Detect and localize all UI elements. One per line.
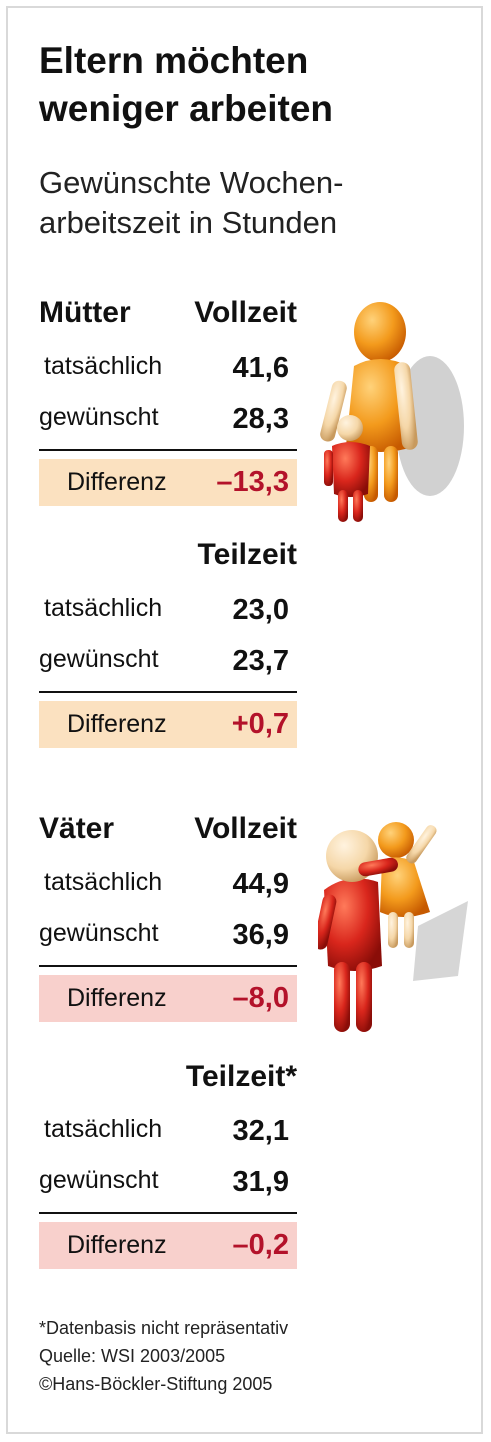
sum-rule (39, 965, 297, 967)
mother-and-child-figure-icon (320, 302, 464, 522)
difference-bar-fathers-fulltime: Differenz –8,0 (39, 975, 297, 1022)
difference-label: Differenz (67, 468, 167, 496)
difference-bar-mothers-parttime: Differenz +0,7 (39, 701, 297, 748)
panel-title-fathers-parttime: Teilzeit* (185, 1060, 297, 1093)
difference-label: Differenz (67, 984, 167, 1012)
sum-rule (39, 449, 297, 451)
subtitle-line-1: Gewünschte Wochen- (39, 165, 344, 200)
row-label-desired: gewünscht (39, 403, 159, 431)
value-mothers-fulltime-difference: –13,3 (216, 466, 289, 498)
value-mothers-fulltime-actual: 41,6 (232, 352, 289, 384)
panel-title-mothers-parttime: Teilzeit (197, 538, 297, 571)
footnote-copyright: ©Hans-Böckler-Stiftung 2005 (39, 1374, 273, 1394)
subtitle-line-2: arbeitszeit in Stunden (39, 205, 338, 240)
panel-title-fathers-fulltime: Vollzeit (194, 812, 297, 845)
group-title-mothers: Mütter (39, 296, 131, 329)
group-title-fathers: Väter (39, 812, 115, 845)
value-fathers-parttime-desired: 31,9 (232, 1166, 289, 1198)
row-label-actual: tatsächlich (44, 594, 163, 622)
row-label-actual: tatsächlich (44, 868, 163, 896)
difference-label: Differenz (67, 710, 167, 738)
title-line-2: weniger arbeiten (39, 88, 334, 129)
value-fathers-parttime-difference: –0,2 (232, 1229, 289, 1261)
footnote-note: *Datenbasis nicht repräsentativ (39, 1318, 289, 1338)
row-label-desired: gewünscht (39, 645, 159, 673)
row-label-desired: gewünscht (39, 1166, 159, 1194)
value-fathers-fulltime-actual: 44,9 (232, 868, 289, 900)
value-fathers-fulltime-desired: 36,9 (232, 919, 289, 951)
footnote-source: Quelle: WSI 2003/2005 (39, 1346, 226, 1366)
value-fathers-parttime-actual: 32,1 (232, 1115, 289, 1147)
title-line-1: Eltern möchten (39, 40, 309, 81)
difference-bar-mothers-fulltime: Differenz –13,3 (39, 459, 297, 506)
sum-rule (39, 691, 297, 693)
value-mothers-parttime-desired: 23,7 (232, 645, 289, 677)
difference-bar-fathers-parttime: Differenz –0,2 (39, 1222, 297, 1269)
value-fathers-fulltime-difference: –8,0 (232, 982, 289, 1014)
panel-title-mothers-fulltime: Vollzeit (194, 296, 297, 329)
row-label-desired: gewünscht (39, 919, 159, 947)
value-mothers-parttime-difference: +0,7 (231, 708, 289, 740)
value-mothers-fulltime-desired: 28,3 (232, 403, 289, 435)
father-holding-child-figure-icon (318, 822, 468, 1032)
value-mothers-parttime-actual: 23,0 (232, 594, 289, 626)
difference-label: Differenz (67, 1231, 167, 1259)
row-label-actual: tatsächlich (44, 1115, 163, 1143)
sum-rule (39, 1212, 297, 1214)
row-label-actual: tatsächlich (44, 352, 163, 380)
